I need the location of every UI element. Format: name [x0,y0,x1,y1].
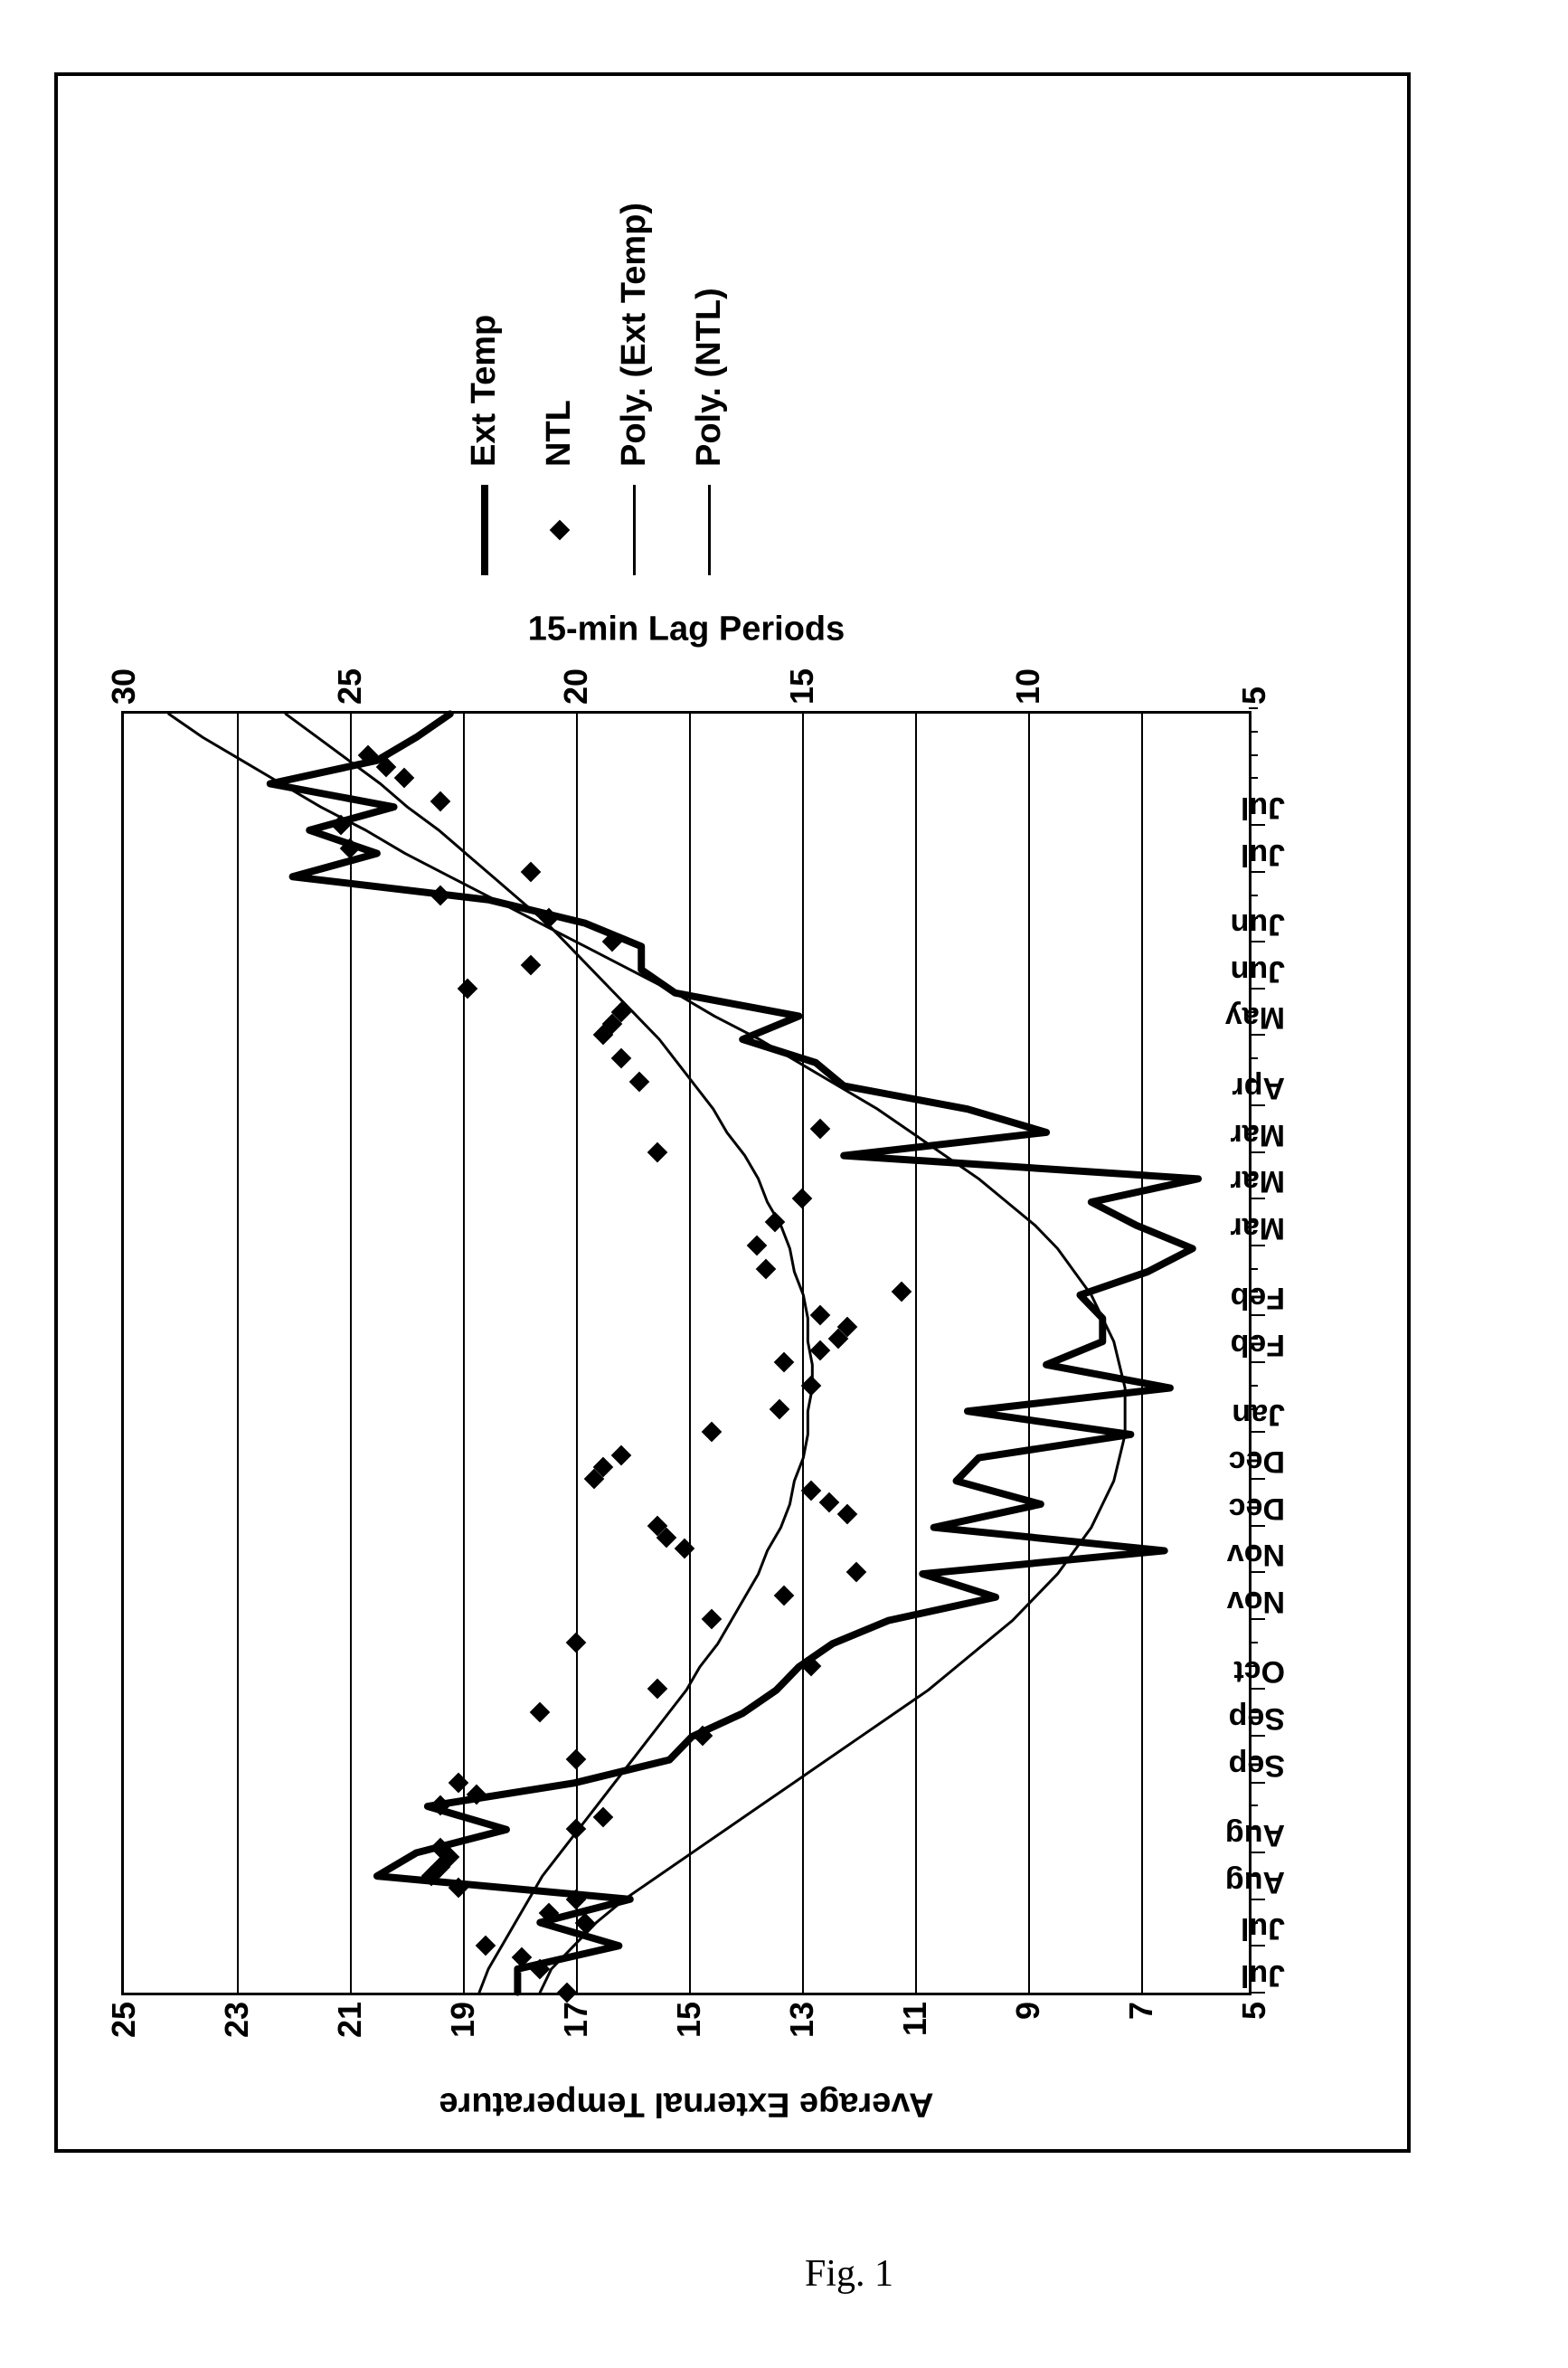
y-left-tick-label: 23 [218,1993,256,2038]
series-poly-ext-temp [169,714,1125,1992]
legend-item: Poly. (NTL) [690,203,729,575]
x-minor-tick [1249,895,1258,896]
x-tick-label: Jun [1231,906,1285,942]
x-minor-tick [1249,777,1258,779]
x-tick-label: Nov [1227,1584,1285,1619]
x-tick-label: Aug [1225,1817,1285,1852]
x-tick-label: Jul [1241,1957,1285,1993]
y-right-tick-label: 10 [1009,668,1047,714]
y-right-tick-label: 30 [105,668,143,714]
y-left-tick-label: 5 [1235,1993,1273,2020]
legend: Ext Temp NTL Poly. (Ext Temp) Poly. (NTL) [465,203,729,575]
chart-frame: Average External Temperature 15-min Lag … [54,72,1411,2153]
x-tick-label: Sep [1229,1700,1285,1736]
x-minor-tick [1249,754,1258,756]
x-minor-tick [1249,1642,1258,1643]
x-minor-tick [1249,1057,1258,1059]
legend-swatch [481,485,488,575]
x-tick-label: Mar [1231,1210,1285,1246]
y-left-tick-label: 11 [896,1993,934,2036]
gridline [689,714,691,1993]
x-minor-tick [1249,1385,1258,1387]
gridline [915,714,917,1993]
x-tick-label: Oct [1233,1653,1285,1689]
y-left-tick-label: 9 [1009,1993,1047,2020]
x-tick-label: Nov [1227,1537,1285,1572]
y-left-tick-label: 13 [783,1993,821,2038]
x-tick-label: May [1225,999,1285,1035]
x-tick-label: Feb [1231,1327,1285,1362]
x-tick-label: Jul [1241,837,1285,872]
y-left-tick-label: 21 [331,1993,369,2038]
y-left-tick-label: 15 [670,1993,708,2038]
x-tick-label: Aug [1225,1864,1285,1899]
x-tick-label: Jun [1231,953,1285,989]
legend-label: Poly. (Ext Temp) [615,203,654,467]
chart-svg-overlay [124,714,1249,1993]
gridline [1141,714,1143,1993]
y-left-axis-label: Average External Temperature [439,2085,933,2124]
page: Average External Temperature 15-min Lag … [0,0,1568,2368]
x-minor-tick [1249,731,1258,733]
x-tick-label: Mar [1231,1117,1285,1152]
legend-label: NTL [540,400,579,467]
legend-item: Poly. (Ext Temp) [615,203,654,575]
legend-swatch [633,485,636,575]
legend-item: Ext Temp [465,203,504,575]
x-tick-label: Dec [1229,1444,1285,1479]
gridline [350,714,352,1993]
gridline [1028,714,1030,1993]
x-tick-label: Mar [1231,1163,1285,1198]
y-left-tick-label: 25 [105,1993,143,2038]
gridline [463,714,465,1993]
x-minor-tick [1249,1804,1258,1806]
y-right-axis-label: 15-min Lag Periods [528,611,845,649]
y-right-tick-label: 5 [1235,687,1273,714]
y-right-tick-label: 15 [783,668,821,714]
gridline [576,714,578,1993]
legend-item: NTL [540,203,579,575]
x-minor-tick [1249,1268,1258,1270]
legend-swatch [553,485,567,575]
x-tick-label: Jul [1241,790,1285,825]
x-tick-label: Jan [1232,1397,1285,1432]
y-right-tick-label: 25 [331,668,369,714]
rotated-chart-container: Average External Temperature 15-min Lag … [54,54,1447,2153]
x-tick-label: Dec [1229,1491,1285,1526]
x-minor-tick [1249,707,1258,709]
legend-label: Poly. (NTL) [690,288,729,467]
gridline [802,714,804,1993]
gridline [237,714,239,1993]
series-ext-temp [270,714,1198,1992]
legend-label: Ext Temp [465,315,504,467]
figure-caption: Fig. 1 [805,2252,893,2296]
y-left-tick-label: 19 [444,1993,482,2038]
x-tick-label: Apr [1232,1070,1285,1105]
x-tick-label: Jul [1241,1910,1285,1946]
x-tick-label: Sep [1229,1748,1285,1783]
plot-area: 579111315171921232551015202530JulJulAugA… [121,711,1252,1995]
y-left-tick-label: 7 [1122,1993,1160,2020]
series-poly-ntl [286,714,812,1992]
legend-swatch [708,485,711,575]
y-right-tick-label: 20 [557,668,595,714]
x-tick-label: Feb [1231,1280,1285,1315]
